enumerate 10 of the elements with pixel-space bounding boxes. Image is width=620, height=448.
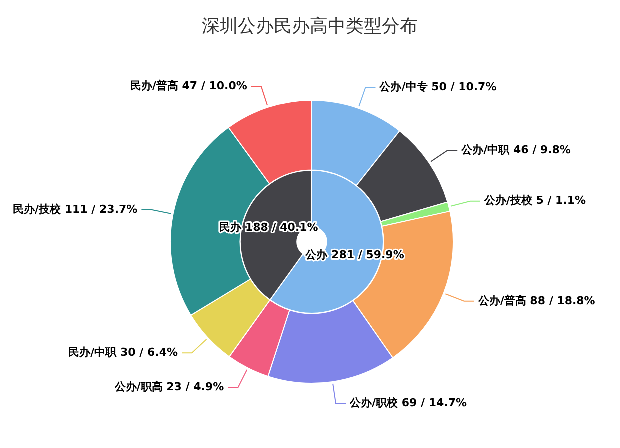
slice-label: 公办/中专 50 / 10.7%: [378, 80, 497, 94]
slice-label: 公办/普高 88 / 18.8%: [477, 294, 596, 308]
slice-label: 民办/中职 30 / 6.4%: [68, 346, 178, 359]
slice-label: 民办/普高 47 / 10.0%: [130, 79, 248, 92]
chart-title: 深圳公办民办高中类型分布: [201, 15, 419, 38]
slice-label: 公办/职校 69 / 14.7%: [349, 396, 468, 410]
slice-label: 民办/技校 111 / 23.7%: [13, 202, 138, 216]
slice-label: 公办/中职 46 / 9.8%: [460, 144, 571, 157]
slice-label: 公办/技校 5 / 1.1%: [483, 194, 586, 208]
slice-label: 公办/职高 23 / 4.9%: [114, 380, 224, 394]
